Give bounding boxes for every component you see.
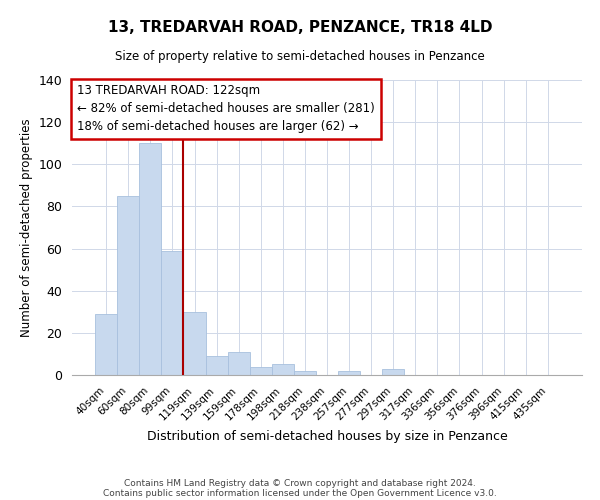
- Bar: [382, 368, 404, 375]
- X-axis label: Distribution of semi-detached houses by size in Penzance: Distribution of semi-detached houses by …: [146, 430, 508, 443]
- Bar: [272, 364, 294, 375]
- Bar: [227, 352, 250, 375]
- Bar: [294, 371, 316, 375]
- Text: 13, TREDARVAH ROAD, PENZANCE, TR18 4LD: 13, TREDARVAH ROAD, PENZANCE, TR18 4LD: [108, 20, 492, 35]
- Text: Size of property relative to semi-detached houses in Penzance: Size of property relative to semi-detach…: [115, 50, 485, 63]
- Bar: [117, 196, 139, 375]
- Bar: [338, 371, 360, 375]
- Text: Contains HM Land Registry data © Crown copyright and database right 2024.: Contains HM Land Registry data © Crown c…: [124, 478, 476, 488]
- Text: Contains public sector information licensed under the Open Government Licence v3: Contains public sector information licen…: [103, 488, 497, 498]
- Bar: [206, 356, 227, 375]
- Bar: [95, 314, 117, 375]
- Y-axis label: Number of semi-detached properties: Number of semi-detached properties: [20, 118, 33, 337]
- Bar: [139, 143, 161, 375]
- Text: 13 TREDARVAH ROAD: 122sqm
← 82% of semi-detached houses are smaller (281)
18% of: 13 TREDARVAH ROAD: 122sqm ← 82% of semi-…: [77, 84, 375, 134]
- Bar: [161, 250, 184, 375]
- Bar: [250, 366, 272, 375]
- Bar: [184, 312, 206, 375]
